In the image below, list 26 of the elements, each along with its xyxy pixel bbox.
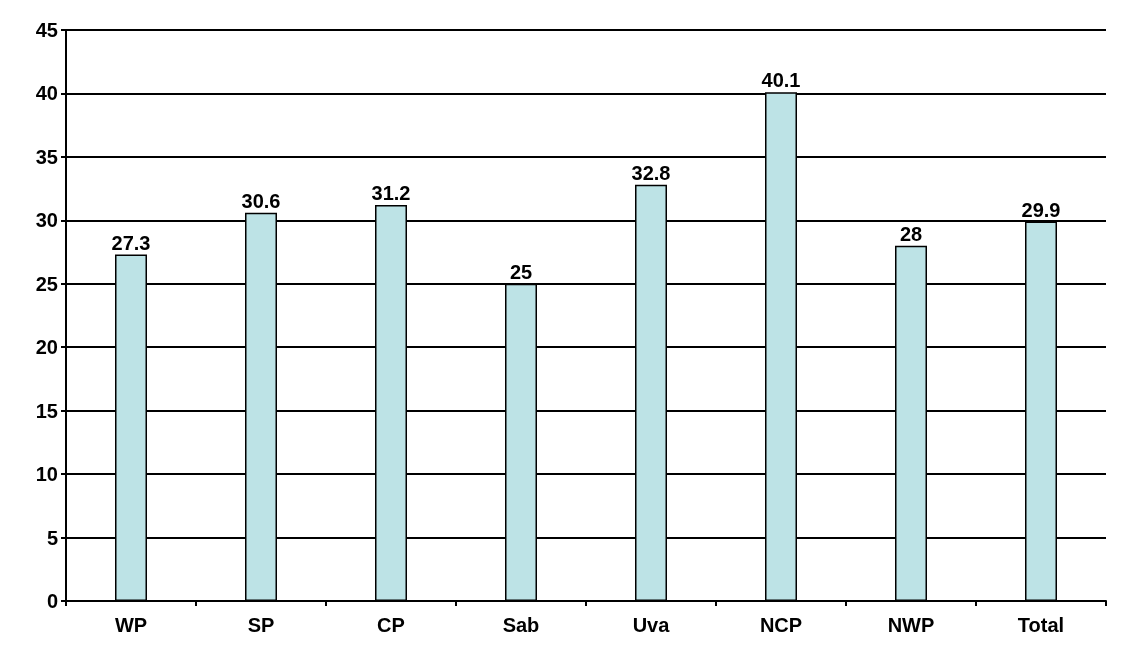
- x-tick-label: NWP: [887, 614, 935, 636]
- data-label: 25: [509, 260, 533, 283]
- y-tick-label: 45: [35, 19, 58, 41]
- data-label: 40.1: [761, 69, 801, 92]
- y-tick-label: 35: [35, 145, 58, 168]
- y-tick-label: 25: [35, 272, 58, 295]
- data-label: 28: [899, 222, 923, 245]
- data-label: 30.6: [241, 189, 281, 212]
- y-tick-label: 15: [35, 399, 58, 422]
- x-tick-label: WP: [114, 614, 148, 636]
- data-label: 27.3: [111, 231, 151, 254]
- x-tick-label: Sab: [502, 614, 540, 636]
- y-tick-label: 20: [35, 336, 58, 359]
- x-tick-label: Total: [1017, 614, 1065, 636]
- data-label: 32.8: [631, 161, 671, 184]
- y-tick-label: 40: [35, 82, 58, 105]
- data-label: 29.9: [1021, 198, 1061, 221]
- y-tick-label: 0: [46, 590, 58, 612]
- y-tick-label: 5: [46, 526, 58, 549]
- data-label: 31.2: [371, 182, 411, 205]
- y-tick-label: 10: [35, 463, 58, 486]
- x-tick-label: CP: [377, 614, 405, 636]
- y-tick-label: 30: [35, 209, 58, 232]
- x-tick-label: SP: [247, 614, 275, 636]
- x-tick-label: NCP: [759, 614, 803, 636]
- x-tick-label: Uva: [632, 614, 671, 636]
